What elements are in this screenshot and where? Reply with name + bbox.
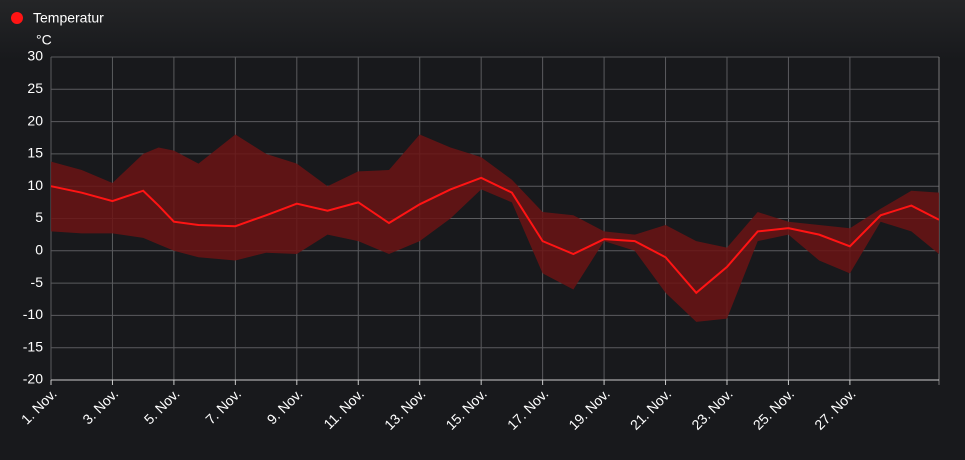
legend-marker[interactable]	[11, 12, 23, 24]
x-tick-label: 3. Nov.	[79, 385, 121, 427]
range-area	[51, 134, 939, 322]
y-tick-label: 10	[27, 177, 43, 193]
x-tick-label: 7. Nov.	[202, 385, 244, 427]
y-tick-label: 20	[27, 112, 43, 128]
x-tick-label: 25. Nov.	[750, 385, 797, 432]
y-tick-label: -20	[23, 371, 43, 387]
y-tick-label: 0	[35, 242, 43, 258]
x-tick-label: 19. Nov.	[565, 385, 612, 432]
x-tick-label: 15. Nov.	[442, 385, 489, 432]
x-tick-label: 13. Nov.	[381, 385, 428, 432]
legend-label[interactable]: Temperatur	[33, 10, 104, 26]
y-tick-label: -5	[31, 274, 44, 290]
x-tick-label: 1. Nov.	[18, 385, 60, 427]
y-tick-label: 25	[27, 80, 43, 96]
x-tick-label: 5. Nov.	[141, 385, 183, 427]
x-tick-label: 9. Nov.	[264, 385, 306, 427]
y-tick-label: -10	[23, 306, 43, 322]
x-tick-label: 23. Nov.	[688, 385, 735, 432]
line	[50, 176, 940, 295]
x-tick-label: 11. Nov.	[320, 385, 367, 432]
y-tick-label: 15	[27, 145, 43, 161]
y-axis-label: °C	[36, 32, 52, 48]
y-tick-label: 30	[27, 48, 43, 64]
x-tick-label: 17. Nov.	[504, 385, 551, 432]
y-tick-label: -15	[23, 338, 43, 354]
y-tick-label: 5	[35, 209, 43, 225]
x-tick-label: 21. Nov.	[627, 385, 674, 432]
x-tick-label: 27. Nov.	[811, 385, 858, 432]
